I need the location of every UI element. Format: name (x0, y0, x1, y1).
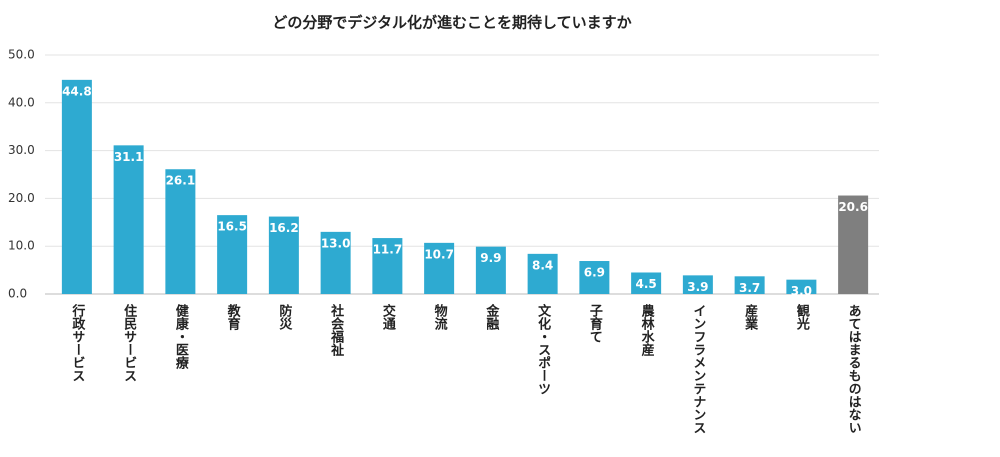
y-tick-label: 40.0 (8, 95, 35, 109)
chart-title: どの分野でデジタル化が進むことを期待していますか (272, 14, 631, 32)
bar (734, 276, 765, 294)
value-label: 26.1 (166, 174, 196, 188)
value-label: 16.5 (217, 220, 247, 234)
x-tick-label: インフラメンテナンス (690, 304, 706, 434)
bar (682, 275, 713, 294)
y-tick-label: 50.0 (8, 48, 35, 62)
value-label: 6.9 (584, 266, 605, 280)
x-tick-label: 社会福祉 (328, 303, 345, 357)
bar (165, 169, 196, 294)
value-label: 3.9 (687, 280, 708, 294)
x-tick-label: 農林水産 (639, 303, 655, 357)
bar (372, 238, 403, 294)
bar (320, 231, 351, 294)
value-label: 20.6 (838, 200, 868, 214)
value-label: 44.8 (62, 84, 92, 98)
bar (579, 261, 610, 294)
bar (268, 216, 299, 294)
value-label: 4.5 (635, 277, 656, 291)
y-tick-label: 20.0 (8, 191, 35, 205)
x-tick-label: 防災 (276, 303, 292, 331)
value-label: 16.2 (269, 221, 299, 235)
y-tick-label: 30.0 (8, 143, 35, 157)
x-tick-label: 物流 (432, 303, 448, 331)
x-tick-label: 産業 (742, 303, 759, 331)
x-tick-label: 交通 (380, 303, 396, 331)
bar (475, 246, 506, 294)
y-tick-label: 0.0 (8, 287, 27, 301)
value-label: 13.0 (321, 236, 351, 250)
bar (61, 79, 92, 294)
value-label: 8.4 (532, 258, 553, 272)
x-tick-label: 観光 (794, 303, 811, 331)
bar (217, 215, 248, 294)
x-tick-label: 金融 (483, 303, 500, 331)
value-label: 3.0 (791, 284, 812, 298)
bar (838, 195, 869, 294)
y-tick-label: 10.0 (8, 239, 35, 253)
x-tick-label: 行政サービス (69, 303, 86, 382)
bar (631, 272, 662, 294)
bar (786, 279, 817, 294)
x-tick-label: 住民サービス (121, 303, 137, 382)
x-tick-label: 子育て (587, 304, 603, 343)
bar (527, 253, 558, 294)
bar (113, 145, 144, 294)
value-label: 31.1 (114, 150, 144, 164)
x-tick-label: 教育 (225, 303, 242, 331)
x-tick-label: 文化・スポーツ (535, 303, 551, 395)
value-label: 10.7 (424, 247, 454, 261)
x-tick-label: 健康・医療 (173, 303, 189, 370)
value-label: 9.9 (480, 251, 501, 265)
x-tick-label: あてはまるものはない (846, 304, 862, 434)
bar (424, 242, 455, 294)
value-label: 3.7 (739, 281, 760, 295)
value-label: 11.7 (373, 243, 403, 257)
